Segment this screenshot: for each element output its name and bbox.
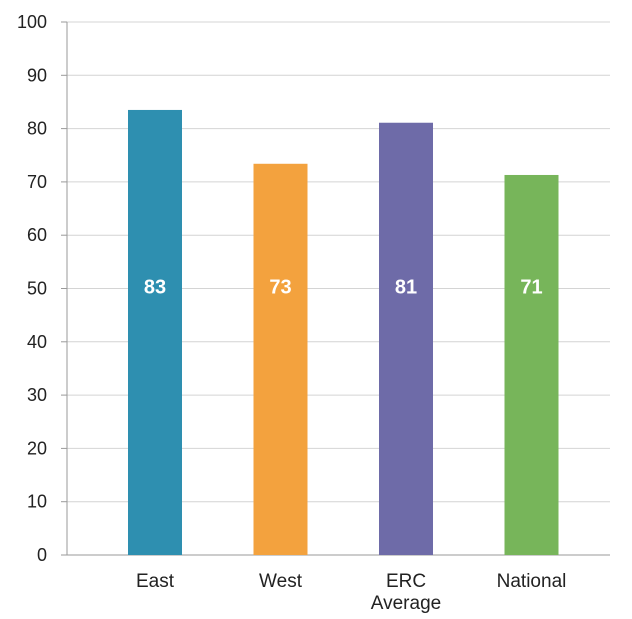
bar-national [504,174,559,555]
data-label-national: 71 [520,277,542,299]
category-line: West [259,571,303,592]
y-tick-label-60: 60 [27,225,47,245]
y-tick-label-90: 90 [27,65,47,85]
y-tick-label-40: 40 [27,332,47,352]
x-category-label-west: West [259,571,303,592]
y-tick-labels: 0 10 20 30 40 50 60 70 80 90 100 [17,12,47,565]
category-line: East [136,571,175,592]
bar-east [128,109,182,555]
data-label-east: 83 [144,277,166,299]
y-tick-label-10: 10 [27,492,47,512]
data-labels: 83 73 81 71 [144,277,543,299]
category-line: National [497,571,567,592]
data-label-erc-average: 81 [395,277,417,299]
y-tick-label-30: 30 [27,385,47,405]
y-tick-label-50: 50 [27,279,47,299]
x-category-label-erc-average: ERC Average [371,571,441,614]
bars [128,109,559,555]
x-category-label-national: National [497,571,567,592]
bar-west [253,163,308,555]
bar-erc-average [379,122,433,555]
y-tick-label-20: 20 [27,438,47,458]
y-tick-label-70: 70 [27,172,47,192]
y-tick-label-100: 100 [17,12,47,32]
category-line: ERC [386,571,426,592]
x-category-labels: East West ERC Average National [136,571,566,614]
data-label-west: 73 [269,277,291,299]
x-category-label-east: East [136,571,175,592]
y-tick-label-0: 0 [37,545,47,565]
y-tick-label-80: 80 [27,119,47,139]
category-line: Average [371,593,441,614]
